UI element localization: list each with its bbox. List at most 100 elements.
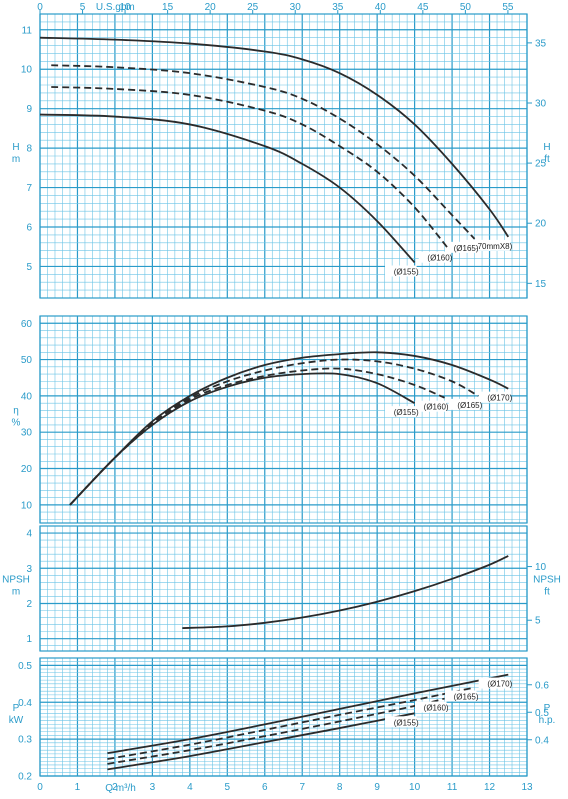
- npsh-curve-1: [182, 555, 509, 630]
- curve-label-bg: [478, 677, 511, 689]
- top-tick-label: 20: [205, 2, 217, 13]
- y-axis-label-right: ft: [544, 587, 550, 598]
- x-tick-label: 10: [409, 782, 421, 793]
- head-curve-2: [51, 64, 476, 240]
- efficiency-curve-2: [69, 358, 479, 506]
- x-tick-label: 12: [484, 782, 496, 793]
- curve-label-bg: [444, 241, 477, 253]
- x-tick-label: 1: [75, 782, 81, 793]
- curve-label-bg: [414, 701, 447, 713]
- y-tick-label: 11: [22, 25, 33, 36]
- curve-label-bg: [460, 239, 511, 251]
- y-axis-label-right: h.p.: [539, 715, 556, 726]
- y-axis-label-left: P: [13, 703, 20, 714]
- power-frame: [39, 657, 528, 777]
- y-tick-label: 10: [21, 65, 33, 76]
- y-axis-label-left: η: [13, 406, 19, 417]
- x-axis-label: Q m³/h: [105, 783, 136, 794]
- top-tick-label: 55: [502, 2, 514, 13]
- y-axis-label-left: NPSH: [2, 575, 30, 586]
- head-panel: [39, 13, 528, 299]
- right-tick-label: 25: [535, 159, 547, 170]
- top-tick-label: 50: [460, 2, 472, 13]
- y-tick-label: 0.2: [18, 772, 32, 783]
- top-tick-label: 45: [417, 2, 429, 13]
- y-axis-label-left: m: [12, 154, 20, 165]
- right-tick-label: 0.4: [535, 735, 549, 746]
- curve-label: (Ø155): [394, 268, 419, 277]
- x-tick-label: 0: [37, 782, 43, 793]
- top-tick-label: 30: [290, 2, 302, 13]
- y-tick-label: 20: [21, 464, 33, 475]
- curve-label-bg: [444, 690, 477, 702]
- y-tick-label: 60: [21, 319, 33, 330]
- y-axis-label-right: H: [543, 142, 550, 153]
- efficiency-curve-4: [69, 372, 416, 506]
- right-tick-label: 35: [535, 38, 547, 49]
- head-curve-4: [39, 113, 416, 264]
- head-curve-3: [51, 86, 450, 250]
- curve-label: (Ø155): [394, 718, 419, 727]
- top-tick-label: 15: [162, 2, 174, 13]
- curve-label: (Ø170): [487, 680, 512, 689]
- npsh-frame: [39, 525, 528, 652]
- y-tick-label: 40: [21, 391, 33, 402]
- npsh-panel: [39, 525, 528, 652]
- y-tick-label: 6: [26, 223, 32, 234]
- curve-label: (Ø160): [424, 704, 449, 713]
- x-tick-label: 4: [187, 782, 193, 793]
- right-tick-label: 0.6: [535, 680, 549, 691]
- y-tick-label: 3: [26, 564, 32, 575]
- top-tick-label: 0: [37, 2, 43, 13]
- curve-label: (Ø165): [457, 401, 482, 410]
- curve-label: (Ø155): [394, 408, 419, 417]
- curve-label-bg: [478, 391, 511, 403]
- curve-label-bg: [385, 265, 417, 277]
- y-tick-label: 2: [26, 599, 32, 610]
- efficiency-curve-1: [69, 351, 509, 506]
- efficiency-panel: [39, 315, 528, 524]
- curve-label: (Ø165): [454, 244, 479, 253]
- curve-label-bg: [414, 400, 447, 412]
- y-tick-label: 0.5: [18, 661, 32, 672]
- right-tick-label: 15: [535, 279, 547, 290]
- y-tick-label: 30: [21, 428, 33, 439]
- head-frame: [39, 13, 528, 299]
- power-curve-2: [107, 686, 475, 760]
- y-tick-label: 50: [21, 355, 33, 366]
- x-tick-label: 13: [521, 782, 533, 793]
- x-tick-label: 7: [299, 782, 305, 793]
- y-tick-label: 0.3: [18, 735, 32, 746]
- y-tick-label: 10: [21, 500, 33, 511]
- power-curve-3: [107, 697, 445, 765]
- x-tick-label: 2: [112, 782, 118, 793]
- head-curve-1: [39, 36, 510, 238]
- curve-label-bg: [418, 251, 451, 263]
- x-tick-label: 3: [150, 782, 156, 793]
- curve-label: (Ø170): [487, 394, 512, 403]
- y-tick-label: 0.4: [18, 698, 32, 709]
- x-tick-label: 5: [225, 782, 231, 793]
- y-tick-label: 8: [26, 144, 32, 155]
- power-curve-1: [107, 673, 509, 755]
- top-tick-label: 40: [375, 2, 387, 13]
- x-tick-label: 6: [262, 782, 268, 793]
- curve-label-bg: [385, 716, 417, 728]
- y-axis-label-left: %: [12, 418, 21, 429]
- y-tick-label: 1: [26, 634, 32, 645]
- right-tick-label: 30: [535, 98, 547, 109]
- curve-label: (Ø160): [427, 254, 452, 263]
- efficiency-frame: [39, 315, 528, 524]
- curve-label-bg: [448, 398, 481, 410]
- curve-label: (Ø165): [454, 693, 479, 702]
- curve-label: (Ø170mmX8): [464, 242, 512, 251]
- right-tick-label: 0.5: [535, 708, 549, 719]
- curve-label: (Ø160): [424, 403, 449, 412]
- y-tick-label: 5: [26, 262, 32, 273]
- y-tick-label: 4: [26, 529, 32, 540]
- x-tick-label: 11: [447, 782, 458, 793]
- y-axis-label-right: P: [544, 703, 551, 714]
- top-tick-label: 25: [247, 2, 259, 13]
